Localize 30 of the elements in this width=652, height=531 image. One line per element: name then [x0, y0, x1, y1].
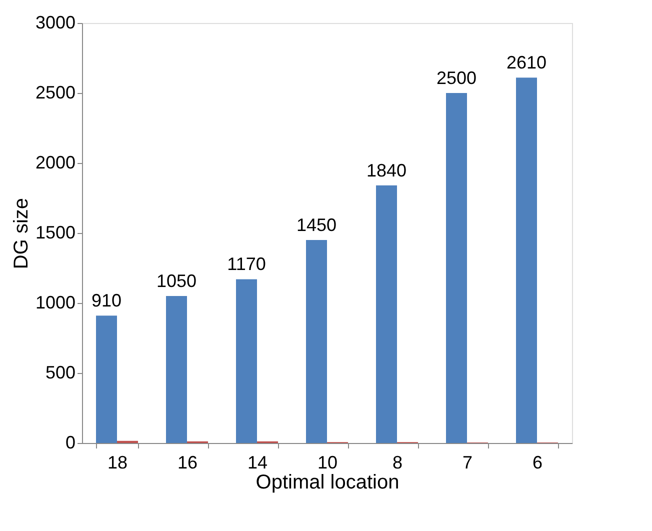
data-label: 1840: [366, 160, 407, 180]
bar: [96, 316, 117, 443]
data-label: 1170: [227, 254, 266, 274]
data-label: 1450: [296, 215, 337, 235]
bar: [236, 279, 257, 443]
y-tick-label: 2000: [35, 152, 76, 172]
bar: [376, 185, 397, 443]
data-label: 1050: [156, 271, 197, 291]
y-tick-label: 1000: [35, 292, 76, 312]
x-tick-label: 6: [532, 452, 543, 472]
data-label: 910: [91, 290, 122, 311]
data-label: 2610: [506, 52, 547, 73]
bar: [166, 296, 187, 443]
y-axis-title: DG size: [10, 198, 32, 270]
y-tick-label: 2500: [35, 82, 76, 102]
y-tick-label: 0: [65, 432, 76, 452]
y-tick-label: 3000: [35, 12, 76, 32]
bar: [306, 240, 327, 443]
x-tick-label: 16: [177, 452, 198, 472]
y-tick-label: 500: [45, 362, 76, 382]
x-tick-label: 8: [392, 452, 403, 472]
x-tick-label: 18: [107, 452, 128, 472]
y-tick-label: 1500: [35, 222, 76, 242]
x-tick-label: 10: [317, 452, 338, 472]
x-tick-label: 7: [462, 452, 473, 472]
x-axis-title: Optimal location: [256, 472, 400, 494]
bar: [446, 93, 467, 443]
bar: [516, 78, 537, 443]
data-label: 2500: [436, 68, 477, 88]
x-tick-label: 14: [247, 452, 268, 472]
